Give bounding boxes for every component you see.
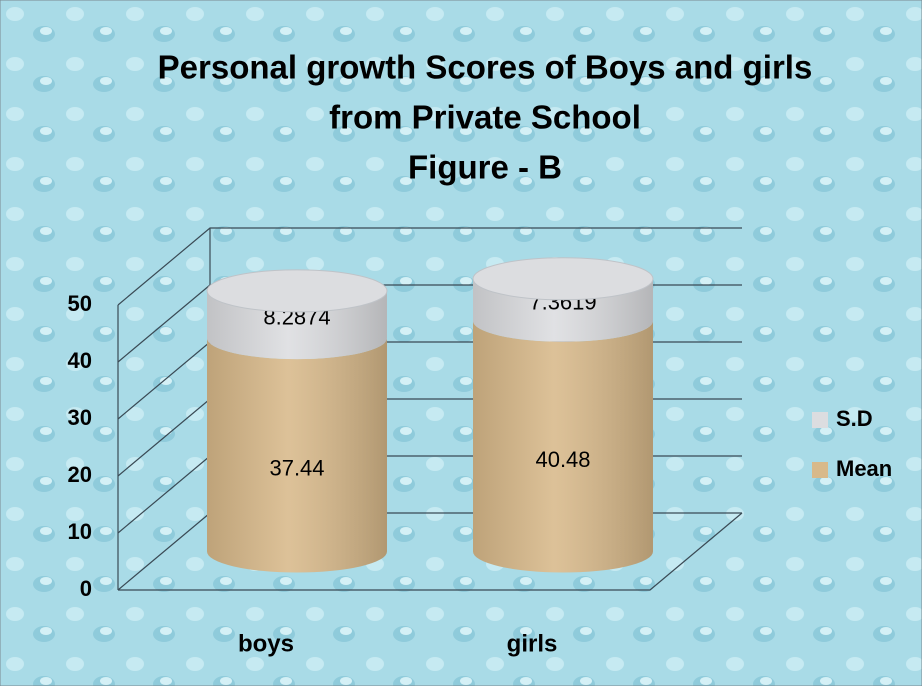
chart-title: from Private School: [329, 99, 641, 136]
y-tick-label: 10: [68, 519, 92, 544]
legend-swatch: [812, 412, 828, 428]
data-label: 40.48: [535, 447, 590, 472]
y-tick-label: 20: [68, 462, 92, 487]
legend-swatch: [812, 462, 828, 478]
y-tick-label: 30: [68, 405, 92, 430]
cylinder-top: [207, 270, 387, 312]
y-tick-label: 40: [68, 348, 92, 373]
cylinder-top: [473, 258, 653, 300]
y-tick-label: 50: [68, 291, 92, 316]
data-label: 37.44: [269, 456, 324, 481]
legend-label: Mean: [836, 456, 892, 481]
chart-title: Figure - B: [408, 149, 562, 186]
chart-title: Personal growth Scores of Boys and girls: [158, 49, 813, 86]
y-tick-label: 0: [80, 576, 92, 601]
legend-label: S.D: [836, 406, 873, 431]
x-tick-label: girls: [507, 630, 558, 657]
chart: Personal growth Scores of Boys and girls…: [0, 0, 922, 686]
x-tick-label: boys: [238, 630, 294, 657]
